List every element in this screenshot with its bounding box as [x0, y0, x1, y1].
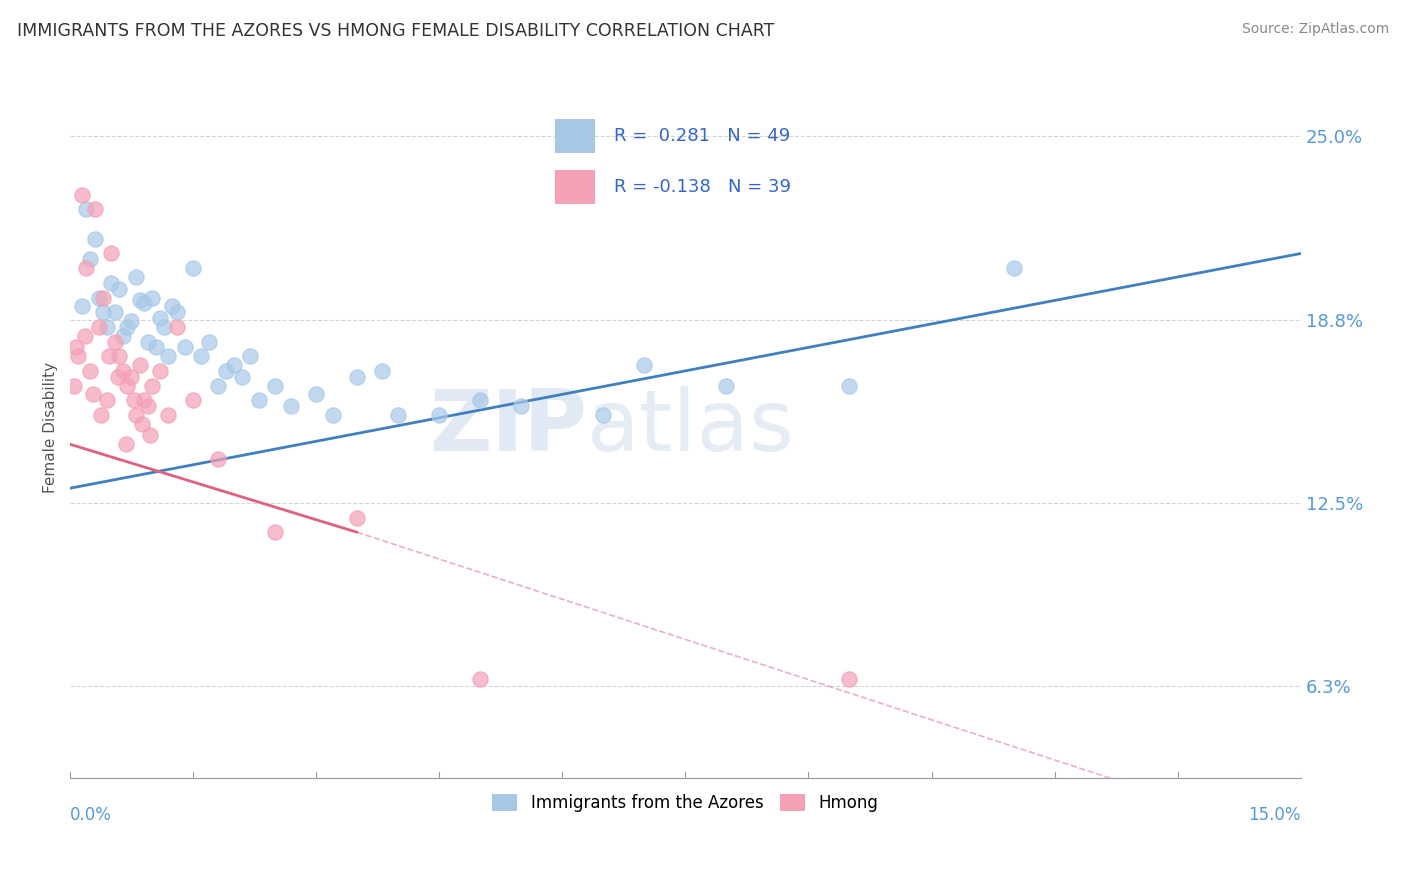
Point [83, 202, 105, 217]
Point [117, 319, 139, 334]
Point [716, 378, 738, 392]
Point [70, 299, 93, 313]
Point [157, 349, 180, 363]
Text: 0.0%: 0.0% [70, 806, 112, 824]
Point [122, 393, 145, 408]
Point [190, 349, 212, 363]
Point [90, 408, 112, 422]
Point [83, 232, 105, 246]
Point [470, 672, 492, 686]
Point [139, 428, 162, 442]
Point [87, 319, 110, 334]
Point [132, 393, 155, 408]
Point [162, 299, 184, 313]
Point [231, 369, 253, 384]
Point [141, 378, 163, 392]
Text: atlas: atlas [586, 386, 794, 469]
Point [131, 417, 153, 431]
Point [108, 349, 131, 363]
Point [181, 393, 204, 408]
Point [104, 305, 127, 319]
Point [157, 408, 180, 422]
Point [1002, 261, 1025, 276]
Point [121, 369, 143, 384]
Point [73, 328, 96, 343]
Legend: Immigrants from the Azores, Hmong: Immigrants from the Azores, Hmong [485, 788, 884, 819]
Point [87, 291, 110, 305]
Point [166, 319, 188, 334]
Point [371, 364, 394, 378]
Point [838, 672, 860, 686]
Point [239, 349, 262, 363]
Point [207, 451, 229, 466]
Point [96, 319, 118, 334]
Point [128, 293, 150, 308]
Point [321, 408, 343, 422]
Point [132, 296, 155, 310]
Point [112, 328, 135, 343]
Point [264, 525, 287, 540]
Point [247, 393, 270, 408]
Point [124, 270, 146, 285]
Y-axis label: Female Disability: Female Disability [44, 362, 58, 493]
Point [91, 291, 114, 305]
Point [98, 349, 121, 363]
Point [104, 334, 127, 349]
Point [70, 187, 93, 202]
Point [65, 340, 87, 354]
Point [91, 305, 114, 319]
Point [346, 369, 368, 384]
Point [108, 282, 131, 296]
Point [136, 334, 159, 349]
Point [215, 364, 238, 378]
Point [117, 378, 139, 392]
Point [96, 393, 118, 408]
Point [222, 358, 245, 372]
Point [166, 305, 188, 319]
Point [128, 358, 150, 372]
Point [145, 340, 167, 354]
Point [75, 261, 97, 276]
Point [510, 399, 533, 413]
Point [427, 408, 450, 422]
Point [173, 340, 195, 354]
Point [121, 314, 143, 328]
Point [346, 510, 368, 524]
Point [75, 202, 97, 217]
Point [100, 276, 122, 290]
Point [838, 378, 860, 392]
Point [149, 364, 172, 378]
Text: ZIP: ZIP [429, 386, 586, 469]
Point [82, 387, 104, 401]
Point [79, 364, 101, 378]
Point [198, 334, 221, 349]
Point [181, 261, 204, 276]
Point [114, 437, 136, 451]
Point [63, 378, 86, 392]
Point [280, 399, 302, 413]
Point [141, 291, 163, 305]
Text: 15.0%: 15.0% [1249, 806, 1301, 824]
Point [100, 246, 122, 260]
Point [136, 399, 159, 413]
Point [592, 408, 614, 422]
Point [264, 378, 287, 392]
Text: IMMIGRANTS FROM THE AZORES VS HMONG FEMALE DISABILITY CORRELATION CHART: IMMIGRANTS FROM THE AZORES VS HMONG FEMA… [17, 22, 775, 40]
Point [79, 252, 101, 267]
Point [387, 408, 409, 422]
Point [633, 358, 655, 372]
Point [149, 311, 172, 326]
Point [207, 378, 229, 392]
Point [107, 369, 129, 384]
Point [112, 364, 135, 378]
Text: Source: ZipAtlas.com: Source: ZipAtlas.com [1241, 22, 1389, 37]
Point [470, 393, 492, 408]
Point [67, 349, 90, 363]
Point [153, 319, 176, 334]
Point [305, 387, 328, 401]
Point [124, 408, 146, 422]
